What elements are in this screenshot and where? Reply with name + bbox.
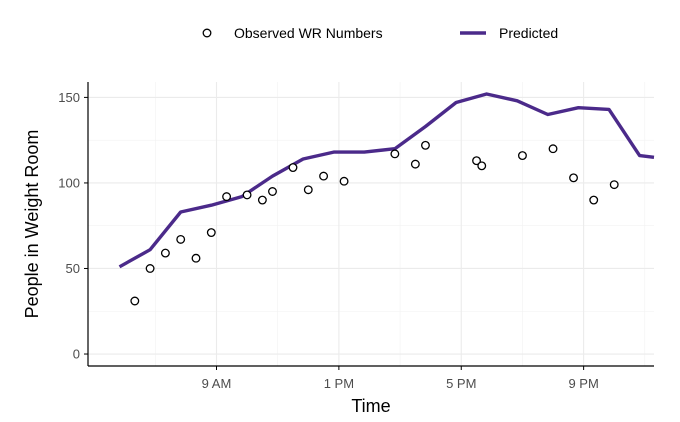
observed-point [548,144,558,154]
observed-point [222,192,232,202]
y-axis-title: People in Weight Room [22,130,42,319]
series-layer [118,92,655,306]
legend-predicted-label: Predicted [499,25,558,41]
axes [84,82,654,370]
predicted-line [118,92,655,269]
observed-point [288,163,298,172]
x-tick-label: 1 PM [324,376,354,391]
gridlines [88,82,654,366]
legend-observed-symbol [202,28,212,38]
observed-point [390,149,400,159]
y-tick-label: 0 [73,347,80,362]
observed-point [145,264,155,273]
observed-point [319,171,329,181]
observed-point [206,228,216,238]
y-tick-label: 100 [58,175,80,190]
x-tick-label: 9 AM [202,376,232,391]
x-tick-label: 5 PM [446,376,476,391]
observed-point [257,195,267,205]
observed-point [517,151,527,161]
observed-point [339,176,349,186]
legend-observed-label: Observed WR Numbers [234,25,383,41]
observed-point [477,161,487,171]
observed-point [569,173,578,183]
observed-point [242,190,252,200]
observed-point [191,253,201,263]
observed-point [410,159,420,169]
observed-point [589,195,599,205]
observed-point [609,180,619,190]
observed-point [303,185,313,195]
legend: Observed WR Numbers Predicted [202,25,558,41]
tick-labels: 0 50 100 150 9 AM 1 PM 5 PM 9 PM [58,90,599,391]
observed-point [160,248,170,258]
observed-point [130,296,140,306]
y-tick-label: 150 [58,90,80,105]
y-tick-label: 50 [66,261,80,276]
x-tick-label: 9 PM [568,376,598,391]
x-axis-title: Time [351,396,390,416]
observed-point [176,234,186,244]
observed-point [268,187,277,196]
observed-point [472,156,482,166]
observed-point [421,140,430,150]
